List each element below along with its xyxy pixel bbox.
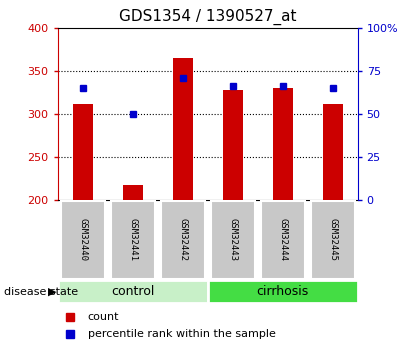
FancyBboxPatch shape (60, 201, 104, 279)
Text: GSM32441: GSM32441 (128, 218, 137, 261)
FancyBboxPatch shape (210, 201, 254, 279)
Text: disease state: disease state (4, 287, 78, 296)
Text: GSM32440: GSM32440 (78, 218, 87, 261)
Text: GSM32443: GSM32443 (228, 218, 237, 261)
FancyBboxPatch shape (208, 280, 358, 303)
FancyBboxPatch shape (161, 201, 205, 279)
FancyBboxPatch shape (311, 201, 355, 279)
Bar (323, 104, 342, 200)
Text: percentile rank within the sample: percentile rank within the sample (88, 329, 275, 339)
Text: GSM32442: GSM32442 (178, 218, 187, 261)
Bar (272, 88, 293, 200)
Bar (223, 90, 242, 200)
Bar (122, 185, 143, 200)
FancyBboxPatch shape (261, 201, 305, 279)
FancyBboxPatch shape (58, 280, 208, 303)
Text: count: count (88, 312, 119, 322)
Text: control: control (111, 285, 154, 298)
Text: ▶: ▶ (48, 287, 57, 296)
Text: GSM32445: GSM32445 (328, 218, 337, 261)
FancyBboxPatch shape (111, 201, 155, 279)
Text: cirrhosis: cirrhosis (256, 285, 309, 298)
Bar (173, 58, 192, 200)
Text: GSM32444: GSM32444 (278, 218, 287, 261)
Title: GDS1354 / 1390527_at: GDS1354 / 1390527_at (119, 9, 296, 25)
Bar (73, 104, 92, 200)
